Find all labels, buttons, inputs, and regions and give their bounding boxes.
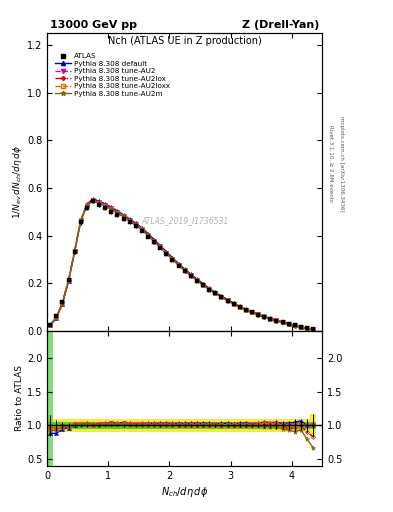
- Legend: ATLAS, Pythia 8.308 default, Pythia 8.308 tune-AU2, Pythia 8.308 tune-AU2lox, Py: ATLAS, Pythia 8.308 default, Pythia 8.30…: [53, 52, 171, 98]
- Text: Rivet 3.1.10, ≥ 2.6M events: Rivet 3.1.10, ≥ 2.6M events: [328, 125, 333, 202]
- Y-axis label: $1/N_{ev}\,dN_{ch}/d\eta\,d\phi$: $1/N_{ev}\,dN_{ch}/d\eta\,d\phi$: [11, 145, 24, 219]
- Y-axis label: Ratio to ATLAS: Ratio to ATLAS: [15, 366, 24, 431]
- Text: Nch (ATLAS UE in Z production): Nch (ATLAS UE in Z production): [108, 36, 262, 46]
- Text: mcplots.cern.ch [arXiv:1306.3436]: mcplots.cern.ch [arXiv:1306.3436]: [339, 116, 344, 211]
- X-axis label: $N_{ch}/d\eta\,d\phi$: $N_{ch}/d\eta\,d\phi$: [161, 485, 208, 499]
- Text: ATLAS_2019_I1736531: ATLAS_2019_I1736531: [141, 216, 228, 225]
- Text: Z (Drell-Yan): Z (Drell-Yan): [242, 20, 320, 30]
- Text: 13000 GeV pp: 13000 GeV pp: [50, 20, 137, 30]
